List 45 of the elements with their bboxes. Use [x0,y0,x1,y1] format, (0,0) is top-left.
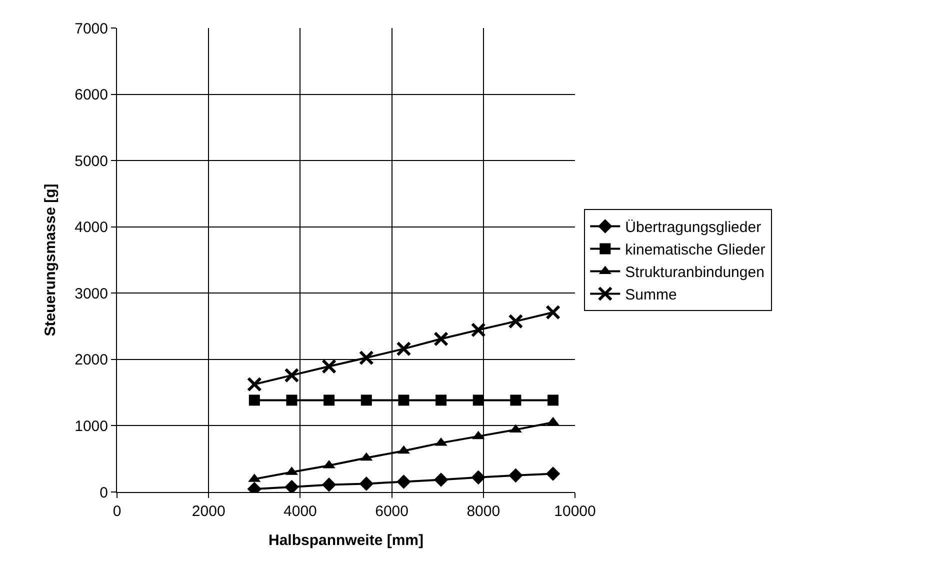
x-axis-title: Halbspannweite [mm] [268,532,424,549]
point [472,394,484,406]
point [434,472,448,487]
point [434,331,449,346]
point [358,350,374,366]
x-tick-label: 8000 [466,503,500,520]
point [359,476,374,491]
point [546,304,561,320]
legend-label: kinematische Glieder [625,242,766,259]
point [322,478,336,492]
point [546,466,560,481]
point [548,394,559,406]
point [508,314,524,329]
point [398,394,410,406]
legend-label: Übertragungsglieder [625,219,762,236]
point [508,468,523,483]
point [284,368,300,383]
y-tick-label: 6000 [74,86,108,104]
x-tick-label: 4000 [284,503,317,520]
x-tick-label: 10000 [554,503,596,520]
x-tick-label: 2000 [192,503,226,520]
point [322,358,337,374]
point [470,322,486,338]
y-tick-label: 1000 [74,418,108,435]
point [396,474,411,489]
point [360,394,372,406]
x-tick-label: 0 [112,503,122,520]
y-tick-label: 4000 [74,219,108,236]
point [324,394,335,406]
y-tick-label: 0 [100,484,108,502]
legend-label: Summe [625,286,677,304]
point [436,394,447,406]
point [248,394,260,406]
x-tick-label: 6000 [375,503,408,520]
y-tick-label: 2000 [74,352,108,369]
y-tick-label: 7000 [74,20,108,38]
legend-label: Strukturanbindungen [625,264,764,282]
point [286,394,298,406]
y-tick-label: 3000 [74,285,108,302]
y-tick-label: 5000 [74,152,108,170]
point [246,376,262,392]
y-axis-title: Steuerungsmasse [g] [42,184,59,336]
point [396,341,412,356]
point [510,394,522,406]
point [471,470,486,485]
